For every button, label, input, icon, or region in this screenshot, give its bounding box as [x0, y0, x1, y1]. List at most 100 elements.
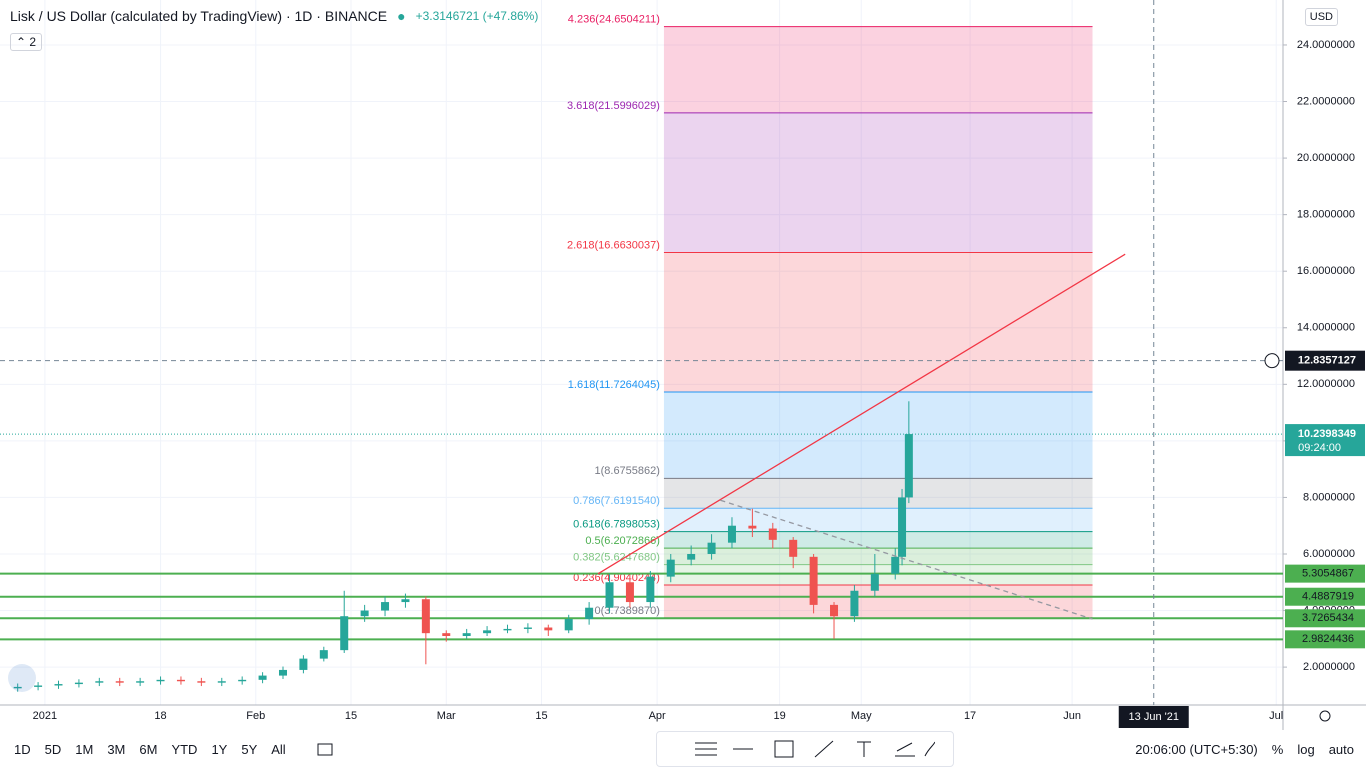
candle-body [625, 582, 634, 603]
scale-option[interactable]: auto [1328, 741, 1354, 757]
y-tick-label: 12.0000000 [1297, 378, 1355, 390]
candle-body [360, 610, 369, 617]
fib-label: 0.786(7.6191540) [573, 495, 660, 507]
currency-button[interactable]: USD [1304, 8, 1338, 26]
range-button[interactable]: 1D [14, 741, 31, 757]
x-tick-label: Feb [246, 710, 265, 722]
fib-zone [663, 478, 1093, 509]
price-label: 2.9824436 [1302, 633, 1354, 645]
candle-body [319, 650, 328, 659]
x-tick-label: 2021 [33, 710, 57, 722]
range-button[interactable]: 1Y [211, 741, 228, 757]
candle-body [898, 497, 907, 557]
range-button[interactable]: 1M [75, 741, 94, 757]
price-label-bg [1285, 587, 1365, 606]
y-tick-label: 24.0000000 [1297, 39, 1355, 51]
candle-body [904, 434, 913, 498]
fib-zone [663, 252, 1093, 393]
x-tick-label: 15 [535, 710, 547, 722]
candle-body [156, 679, 165, 682]
scale-option[interactable]: % [1271, 741, 1284, 757]
dashed-trend-line [720, 499, 1093, 620]
bottom-toolbar: 1D 5D 1M 3M 6M YTD 1Y 5Y All 20:06:00 (UTC+5:30)… [0, 730, 1366, 768]
candle-body [340, 616, 349, 651]
date-range-icon[interactable] [316, 741, 336, 757]
chart: 2.00000004.00000006.00000008.000000010.0… [0, 0, 1366, 730]
x-tick-label: Jul [1269, 710, 1283, 722]
indicator-count: 2 [29, 35, 37, 49]
fib-label: 0.382(5.6247680) [573, 552, 660, 564]
y-tick-label: 2.0000000 [1303, 661, 1355, 673]
drawing-tools[interactable] [675, 739, 935, 759]
candle-body [115, 681, 124, 683]
fib-label: 1(8.6755862) [594, 465, 659, 477]
candle-body [217, 681, 226, 683]
price-change: +3.3146721 (+47.86%) [415, 9, 539, 23]
price-label-bg [1285, 630, 1365, 649]
scale-option[interactable]: log [1297, 741, 1315, 757]
x-tick-label: Apr [649, 710, 666, 722]
logo [8, 664, 36, 692]
candle-body [870, 573, 879, 591]
candle-body [299, 658, 308, 670]
range-button[interactable]: 3M [107, 741, 126, 757]
fib-label: 0.618(6.7898053) [573, 519, 660, 531]
candle-body [176, 679, 185, 682]
y-tick-label: 16.0000000 [1297, 265, 1355, 277]
x-tick-label: Mar [437, 710, 456, 722]
range-button[interactable]: 6M [139, 741, 158, 757]
candle-body [483, 630, 492, 634]
bar-countdown: 09:24:00 [1298, 442, 1341, 454]
candle-body [891, 556, 900, 574]
candle-body [421, 599, 430, 634]
x-tick-label: 19 [773, 710, 785, 722]
candle-body [462, 633, 471, 636]
symbol-title[interactable]: Lisk / US Dollar (calculated by TradingV… [10, 8, 388, 24]
candle-body [809, 556, 818, 605]
fib-label: 3.618(21.5996029) [567, 100, 660, 112]
fib-label: 0.5(6.2072866) [585, 535, 660, 547]
candle-body [13, 686, 22, 689]
range-button[interactable]: YTD [171, 741, 198, 757]
range-button[interactable]: 5D [44, 741, 62, 757]
x-tick-label: Jun [1063, 710, 1081, 722]
price-label: 3.7265434 [1302, 612, 1354, 624]
candle-body [666, 559, 675, 577]
fib-zone [663, 508, 1093, 532]
candle-body [646, 576, 655, 603]
range-group: 1D 5D 1M 3M 6M YTD 1Y 5Y All [0, 742, 286, 757]
range-button[interactable]: All [271, 741, 286, 757]
y-tick-label: 20.0000000 [1297, 152, 1355, 164]
candle-body [830, 604, 839, 617]
indicator-toggle[interactable]: ⌃ 2 [10, 33, 43, 51]
candle-body [238, 679, 247, 682]
settings-icon[interactable] [1319, 710, 1331, 722]
candle-body [34, 685, 43, 687]
range-button[interactable]: 5Y [241, 741, 258, 757]
price-label: 4.4887919 [1302, 591, 1354, 603]
crosshair-date-bg [1118, 706, 1189, 728]
candle-body [258, 675, 267, 680]
status-dot: ● [397, 8, 406, 24]
candle-body [564, 619, 573, 631]
y-tick-label: 22.0000000 [1297, 95, 1355, 107]
crosshair-plus [1264, 353, 1280, 369]
fib-label: 2.618(16.6630037) [567, 239, 660, 251]
fib-zone [663, 392, 1093, 479]
clock: 20:06:00 (UTC+5:30) [1135, 741, 1258, 757]
drawing-toolbar [655, 731, 954, 767]
candle-body [850, 590, 859, 617]
candle-body [401, 599, 410, 603]
fib-label: 4.236(24.6504211) [568, 13, 660, 25]
candle-body [789, 539, 798, 557]
candle-body [585, 607, 594, 620]
candle-body [605, 582, 614, 608]
price-label-bg [1285, 564, 1365, 583]
crosshair-price-bg [1285, 350, 1365, 371]
crosshair-price: 12.8357127 [1298, 355, 1356, 367]
candle-body [503, 628, 512, 631]
fib-label: 0.236(4.9040244) [573, 572, 660, 584]
candle-body [197, 681, 206, 683]
